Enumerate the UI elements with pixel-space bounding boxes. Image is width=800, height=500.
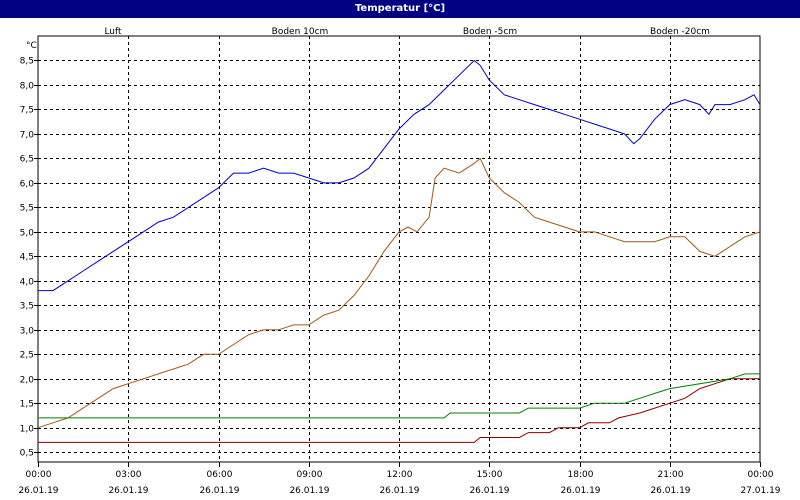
y-tick-label: 7,5 xyxy=(20,106,34,116)
legend-entry: Boden -20cm xyxy=(650,27,710,37)
y-tick-label: 8,0 xyxy=(20,82,35,92)
y-tick-label: 4,0 xyxy=(20,278,35,288)
y-tick-label: 6,5 xyxy=(20,155,34,165)
y-tick-label: 1,5 xyxy=(20,400,34,410)
x-tick-time-label: 12:00 xyxy=(387,470,413,480)
x-tick-date-label: 26.01.19 xyxy=(199,486,239,496)
legend-entry: Luft xyxy=(104,27,122,37)
series-line xyxy=(38,373,760,419)
x-tick-date-label: 26.01.19 xyxy=(469,486,509,496)
x-tick-time-label: 00:00 xyxy=(26,470,52,480)
x-tick-time-label: 09:00 xyxy=(297,470,323,480)
y-tick-label: 3,5 xyxy=(20,302,34,312)
x-tick-time-label: 15:00 xyxy=(477,470,503,480)
series-line xyxy=(38,378,760,443)
x-tick-date-label: 26.01.19 xyxy=(379,486,419,496)
x-tick-date-label: 26.01.19 xyxy=(18,486,58,496)
chart-title: Temperatur [°C] xyxy=(0,0,800,18)
x-tick-time-label: 00:00 xyxy=(748,470,774,480)
y-tick-label: 5,5 xyxy=(20,204,34,214)
y-tick-label: 8,5 xyxy=(20,57,34,67)
x-tick-date-label: 26.01.19 xyxy=(650,486,690,496)
legend-entry: Boden -5cm xyxy=(463,27,517,37)
x-tick-date-label: 26.01.19 xyxy=(108,486,148,496)
x-tick-time-label: 03:00 xyxy=(116,470,142,480)
y-tick-label: 2,5 xyxy=(20,351,34,361)
legend-entry: Boden 10cm xyxy=(272,27,329,37)
x-tick-date-label: 26.01.19 xyxy=(289,486,329,496)
y-axis-label: °C xyxy=(26,41,37,51)
series-line xyxy=(37,157,761,429)
y-tick-label: 1,0 xyxy=(20,425,35,435)
y-tick-label: 2,0 xyxy=(20,376,35,386)
x-tick-date-label: 26.01.19 xyxy=(560,486,600,496)
series-line xyxy=(38,59,761,292)
y-tick-label: 4,5 xyxy=(20,253,34,263)
x-tick-time-label: 21:00 xyxy=(658,470,684,480)
y-tick-label: 6,0 xyxy=(20,180,35,190)
x-tick-time-label: 18:00 xyxy=(568,470,594,480)
x-tick-date-label: 27.01.19 xyxy=(740,486,780,496)
y-tick-label: 3,0 xyxy=(20,327,35,337)
y-tick-label: 0,5 xyxy=(20,449,34,459)
y-tick-label: 7,0 xyxy=(20,131,35,141)
x-tick-time-label: 06:00 xyxy=(207,470,233,480)
y-tick-label: 5,0 xyxy=(20,229,35,239)
